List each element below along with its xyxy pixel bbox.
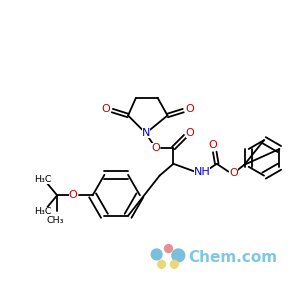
Text: N: N <box>142 128 150 138</box>
Text: Chem.com: Chem.com <box>188 250 277 265</box>
Circle shape <box>164 244 172 253</box>
Text: O: O <box>101 103 110 114</box>
Text: O: O <box>186 103 194 114</box>
Text: H₃C: H₃C <box>34 175 52 184</box>
Text: NH: NH <box>194 167 210 177</box>
Text: O: O <box>151 143 160 153</box>
Circle shape <box>172 249 185 262</box>
Text: O: O <box>186 128 194 138</box>
Text: H₃C: H₃C <box>34 207 52 216</box>
Text: O: O <box>229 168 238 178</box>
Text: O: O <box>68 190 77 200</box>
Circle shape <box>170 260 178 268</box>
Text: CH₃: CH₃ <box>46 216 64 225</box>
Circle shape <box>158 260 166 268</box>
Text: O: O <box>208 140 217 150</box>
Circle shape <box>151 249 162 260</box>
